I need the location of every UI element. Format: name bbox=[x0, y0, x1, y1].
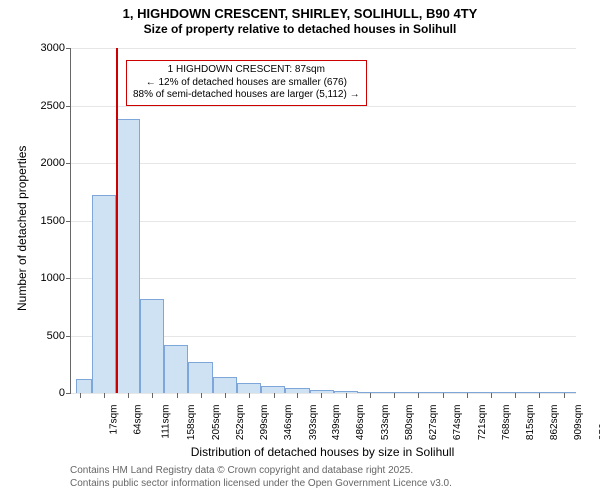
x-tick-mark bbox=[128, 393, 129, 398]
y-axis-label: Number of detached properties bbox=[15, 145, 29, 310]
x-tick-mark bbox=[104, 393, 105, 398]
x-tick-mark bbox=[80, 393, 81, 398]
chart-title-main: 1, HIGHDOWN CRESCENT, SHIRLEY, SOLIHULL,… bbox=[0, 6, 600, 22]
x-tick-mark bbox=[225, 393, 226, 398]
x-tick-mark bbox=[370, 393, 371, 398]
x-tick-label: 346sqm bbox=[283, 405, 294, 441]
x-tick-label: 158sqm bbox=[186, 405, 197, 441]
title-block: 1, HIGHDOWN CRESCENT, SHIRLEY, SOLIHULL,… bbox=[0, 6, 600, 37]
y-tick-label: 2000 bbox=[41, 157, 71, 169]
histogram-bar bbox=[237, 383, 261, 393]
histogram-bar bbox=[76, 379, 91, 393]
y-tick-label: 3000 bbox=[41, 42, 71, 54]
x-tick-label: 580sqm bbox=[404, 405, 415, 441]
x-tick-label: 909sqm bbox=[573, 405, 584, 441]
y-tick-label: 2500 bbox=[41, 100, 71, 112]
histogram-bar bbox=[116, 119, 140, 393]
x-tick-label: 252sqm bbox=[235, 405, 246, 441]
histogram-bar bbox=[164, 345, 188, 393]
y-tick-label: 1000 bbox=[41, 272, 71, 284]
x-tick-mark bbox=[564, 393, 565, 398]
y-grid-line bbox=[71, 106, 576, 107]
histogram-bar bbox=[140, 299, 164, 393]
y-tick-label: 500 bbox=[47, 330, 71, 342]
x-axis-label: Distribution of detached houses by size … bbox=[191, 445, 454, 459]
x-tick-mark bbox=[467, 393, 468, 398]
y-tick-label: 0 bbox=[59, 387, 71, 399]
annotation-box: 1 HIGHDOWN CRESCENT: 87sqm← 12% of detac… bbox=[126, 60, 367, 106]
annotation-line: ← 12% of detached houses are smaller (67… bbox=[133, 77, 360, 90]
x-tick-label: 674sqm bbox=[452, 405, 463, 441]
plot-area: 05001000150020002500300017sqm64sqm111sqm… bbox=[70, 48, 576, 394]
y-grid-line bbox=[71, 163, 576, 164]
x-tick-mark bbox=[274, 393, 275, 398]
attribution-line-1: Contains HM Land Registry data © Crown c… bbox=[70, 465, 452, 478]
x-tick-mark bbox=[418, 393, 419, 398]
x-tick-label: 439sqm bbox=[331, 405, 342, 441]
histogram-bar bbox=[213, 377, 237, 393]
x-tick-mark bbox=[443, 393, 444, 398]
x-tick-label: 205sqm bbox=[211, 405, 222, 441]
x-tick-label: 721sqm bbox=[477, 405, 488, 441]
x-tick-mark bbox=[152, 393, 153, 398]
x-tick-mark bbox=[177, 393, 178, 398]
attribution-line-2: Contains public sector information licen… bbox=[70, 478, 452, 491]
histogram-bar bbox=[188, 362, 212, 393]
x-tick-mark bbox=[491, 393, 492, 398]
x-tick-label: 393sqm bbox=[308, 405, 319, 441]
x-tick-mark bbox=[539, 393, 540, 398]
attribution-block: Contains HM Land Registry data © Crown c… bbox=[70, 465, 452, 490]
x-tick-label: 815sqm bbox=[525, 405, 536, 441]
x-tick-mark bbox=[201, 393, 202, 398]
annotation-line: 1 HIGHDOWN CRESCENT: 87sqm bbox=[133, 64, 360, 77]
annotation-line: 88% of semi-detached houses are larger (… bbox=[133, 89, 360, 102]
x-tick-mark bbox=[394, 393, 395, 398]
histogram-bar bbox=[92, 195, 116, 393]
y-grid-line bbox=[71, 278, 576, 279]
x-tick-label: 533sqm bbox=[380, 405, 391, 441]
x-tick-label: 768sqm bbox=[501, 405, 512, 441]
x-tick-label: 111sqm bbox=[161, 405, 172, 439]
x-tick-label: 486sqm bbox=[356, 405, 367, 441]
x-tick-mark bbox=[297, 393, 298, 398]
x-tick-mark bbox=[515, 393, 516, 398]
y-grid-line bbox=[71, 393, 576, 394]
x-tick-label: 862sqm bbox=[549, 405, 560, 441]
x-tick-label: 64sqm bbox=[132, 405, 143, 435]
y-grid-line bbox=[71, 48, 576, 49]
chart-title-sub: Size of property relative to detached ho… bbox=[0, 22, 600, 37]
histogram-bar bbox=[261, 386, 285, 393]
chart-container: 1, HIGHDOWN CRESCENT, SHIRLEY, SOLIHULL,… bbox=[0, 0, 600, 500]
x-tick-mark bbox=[249, 393, 250, 398]
x-tick-label: 299sqm bbox=[259, 405, 270, 441]
x-tick-mark bbox=[321, 393, 322, 398]
reference-line bbox=[116, 48, 118, 393]
y-grid-line bbox=[71, 221, 576, 222]
x-tick-mark bbox=[346, 393, 347, 398]
x-tick-label: 17sqm bbox=[108, 405, 119, 435]
x-tick-label: 627sqm bbox=[428, 405, 439, 441]
y-tick-label: 1500 bbox=[41, 215, 71, 227]
